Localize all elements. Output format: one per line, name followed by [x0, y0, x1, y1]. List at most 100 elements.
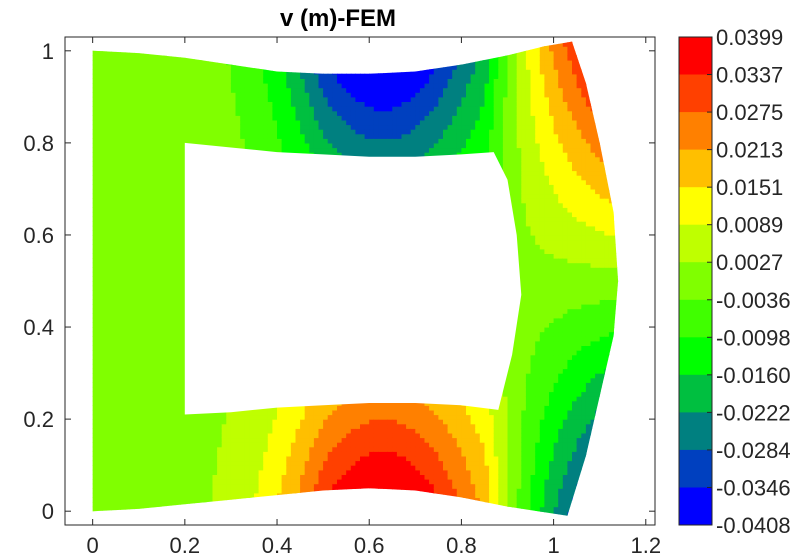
contour-cell: [166, 179, 172, 185]
contour-cell: [166, 161, 172, 167]
contour-cell: [194, 110, 200, 116]
contour-cell: [157, 437, 163, 443]
contour-cell: [124, 179, 131, 185]
contour-cell: [134, 271, 140, 277]
contour-cell: [115, 400, 121, 406]
contour-cell: [175, 110, 181, 116]
contour-cell: [115, 460, 121, 466]
contour-cell: [111, 483, 117, 489]
contour-cell: [226, 409, 232, 416]
contour-cell: [230, 451, 237, 457]
contour-cell: [143, 225, 149, 231]
contour-cell: [161, 193, 167, 199]
contour-cell: [286, 488, 292, 494]
contour-cell: [134, 248, 140, 254]
contour-cell: [143, 87, 149, 93]
contour-cell: [272, 119, 278, 126]
contour-cell: [129, 317, 135, 323]
contour-cell: [129, 92, 135, 98]
contour-cell: [212, 69, 218, 75]
contour-cell: [138, 488, 144, 494]
contour-cell: [157, 345, 163, 351]
contour-cell: [244, 414, 250, 420]
contour-cell: [175, 455, 181, 462]
contour-cell: [240, 64, 246, 70]
contour-cell: [166, 460, 172, 466]
contour-cell: [286, 446, 292, 452]
contour-cell: [148, 198, 154, 204]
contour-cell: [138, 391, 144, 397]
contour-cell: [157, 175, 163, 181]
contour-cell: [111, 506, 117, 512]
contour-cell: [97, 437, 103, 443]
contour-cell: [124, 285, 131, 291]
contour-cell: [92, 239, 98, 245]
contour-cell: [277, 96, 283, 102]
contour-cell: [272, 455, 278, 462]
contour-cell: [240, 474, 246, 480]
contour-cell: [171, 281, 177, 287]
contour-cell: [152, 267, 158, 273]
contour-cell: [120, 83, 126, 89]
contour-cell: [138, 336, 144, 342]
contour-cell: [277, 483, 283, 489]
contour-cell: [249, 469, 255, 475]
contour-cell: [111, 488, 117, 494]
contour-cell: [97, 313, 103, 319]
contour-cell: [226, 488, 232, 494]
contour-cell: [240, 446, 246, 452]
contour-cell: [235, 142, 241, 149]
contour-cell: [138, 446, 144, 452]
contour-cell: [254, 465, 260, 471]
contour-cell: [97, 382, 103, 388]
contour-cell: [175, 437, 181, 443]
contour-cell: [281, 106, 287, 112]
contour-cell: [221, 119, 227, 126]
contour-cell: [92, 285, 98, 291]
contour-cell: [129, 432, 135, 439]
contour-cell: [295, 428, 301, 434]
contour-cell: [124, 230, 131, 236]
contour-cell: [115, 235, 121, 241]
contour-cell: [217, 83, 223, 89]
contour-cell: [129, 414, 135, 420]
contour-cell: [198, 124, 204, 130]
contour-cell: [217, 469, 223, 475]
contour-cell: [138, 492, 144, 498]
contour-cell: [124, 322, 131, 328]
contour-cell: [143, 299, 149, 305]
contour-cell: [92, 359, 98, 365]
contour-cell: [212, 106, 218, 112]
contour-cell: [254, 423, 260, 429]
contour-cell: [194, 423, 200, 429]
contour-cell: [101, 138, 108, 144]
contour-cell: [129, 373, 135, 379]
contour-cell: [138, 437, 144, 443]
contour-cell: [97, 294, 103, 300]
contour-cell: [138, 442, 144, 448]
contour-cell: [161, 317, 167, 323]
contour-cell: [152, 55, 158, 61]
contour-cell: [235, 423, 241, 429]
contour-cell: [97, 483, 103, 489]
contour-cell: [161, 359, 167, 365]
contour-cell: [184, 96, 190, 102]
contour-cell: [184, 442, 190, 448]
contour-cell: [171, 235, 177, 241]
contour-cell: [166, 497, 172, 503]
contour-cell: [290, 83, 297, 89]
contour-cell: [120, 73, 126, 79]
contour-cell: [120, 437, 126, 443]
contour-cell: [175, 216, 181, 222]
contour-cell: [143, 73, 149, 79]
contour-cell: [171, 207, 177, 213]
contour-cell: [166, 483, 172, 489]
contour-cell: [272, 465, 278, 471]
contour-cell: [203, 497, 209, 503]
contour-cell: [129, 419, 135, 425]
contour-cell: [152, 377, 158, 383]
contour-cell: [143, 142, 149, 149]
contour-cell: [203, 428, 209, 434]
contour-cell: [92, 119, 98, 126]
contour-cell: [148, 248, 154, 254]
